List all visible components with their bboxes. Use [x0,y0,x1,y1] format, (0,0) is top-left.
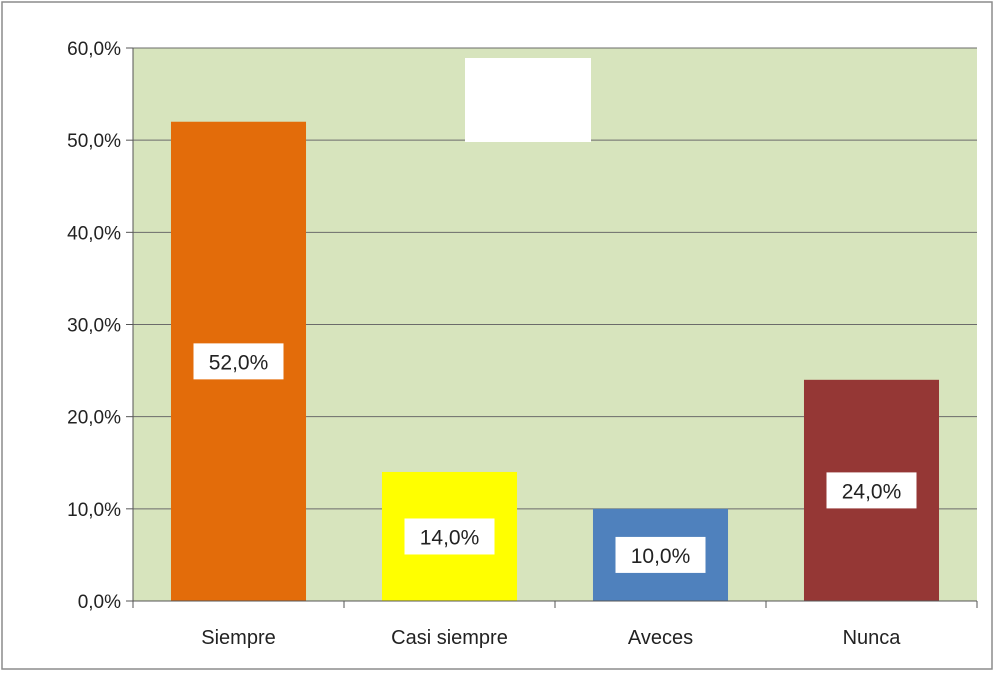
data-label: 52,0% [209,351,269,374]
blank-title-box [465,58,591,142]
y-tick-label: 50,0% [67,131,121,152]
data-label-box [404,518,495,555]
x-category-label: Nunca [843,627,902,649]
y-tick-label: 10,0% [67,500,121,521]
data-label: 24,0% [842,480,902,503]
y-tick-label: 30,0% [67,316,121,337]
y-tick-label: 40,0% [67,223,121,244]
data-label-box [193,343,284,380]
y-tick-label: 60,0% [67,39,121,60]
data-label: 10,0% [631,545,691,568]
x-category-label: Siempre [201,627,275,649]
axes [126,47,978,608]
data-label-box [615,536,706,573]
x-category-label: Aveces [628,627,693,649]
y-tick-label: 0,0% [78,592,121,613]
x-category-label: Casi siempre [391,627,508,649]
y-tick-label: 20,0% [67,408,121,429]
data-label: 14,0% [420,526,480,549]
labels: 0,0% 10,0% 20,0% 30,0% 40,0% 50,0% 60,0% Siempr… [67,39,917,649]
data-label-box [826,472,917,509]
